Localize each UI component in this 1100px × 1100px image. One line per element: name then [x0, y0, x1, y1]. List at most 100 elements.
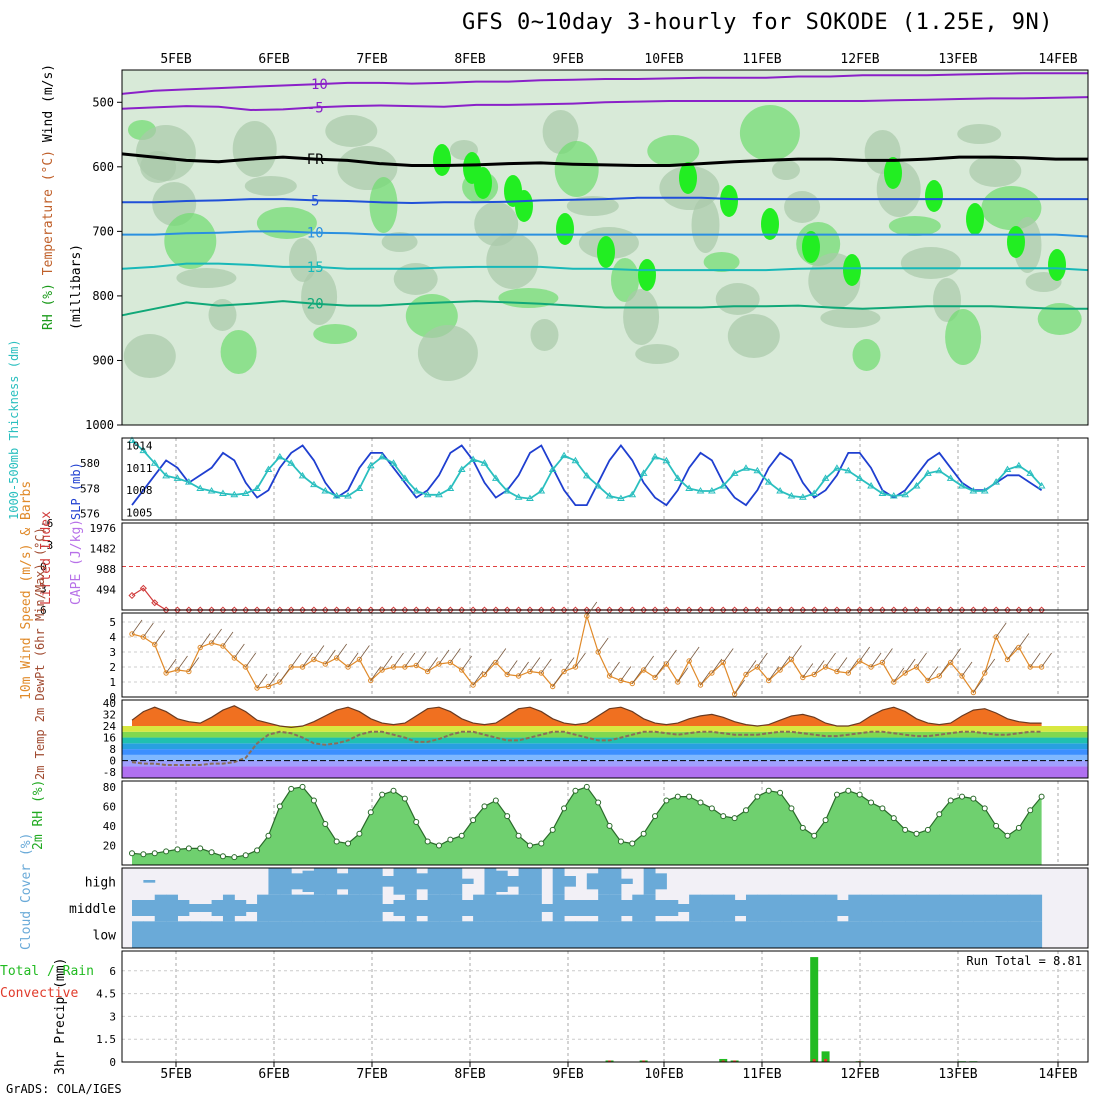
- contour-label: FR: [307, 152, 324, 168]
- cloud-cell: [188, 904, 201, 912]
- y-tick-label: 1: [109, 676, 116, 689]
- rh-cell-high: [1007, 226, 1025, 258]
- cloud-cell: [700, 894, 713, 922]
- rh-cell: [135, 125, 196, 181]
- wind-barb: [438, 649, 450, 665]
- y-tick-label: -8: [103, 766, 116, 779]
- rh-cell-high: [504, 175, 522, 207]
- data-point: [913, 830, 920, 837]
- data-point: [243, 664, 249, 670]
- cloud-cell: [438, 868, 451, 895]
- y-tick-label: 1005: [126, 507, 153, 520]
- data-point: [355, 484, 364, 491]
- data-point: [651, 606, 659, 614]
- data-point: [139, 446, 148, 454]
- cloud-cell: [632, 894, 645, 922]
- data-point: [582, 471, 591, 479]
- data-point: [311, 656, 317, 663]
- data-point: [753, 606, 761, 614]
- data-point: [287, 606, 295, 614]
- wind-barb: [745, 660, 757, 675]
- rh-cell: [220, 330, 257, 374]
- cloud-cell: [359, 868, 372, 895]
- data-point: [947, 606, 955, 614]
- cloud-cell: [882, 921, 895, 948]
- temp-band: [122, 726, 1088, 732]
- wind-barb: [279, 667, 291, 683]
- legend-total: Total / Rain: [0, 964, 94, 979]
- cloud-cell: [132, 921, 144, 948]
- data-point: [129, 631, 135, 637]
- cloud-cell: [393, 900, 406, 916]
- data-point: [901, 490, 910, 498]
- data-point: [401, 606, 409, 614]
- data-point: [492, 606, 500, 614]
- data-point: [901, 606, 909, 614]
- data-point: [435, 606, 443, 614]
- cloud-cell: [234, 900, 247, 916]
- cloud-cell: [188, 921, 201, 948]
- cloud-cell: [677, 921, 690, 948]
- temp-line: [131, 705, 1042, 729]
- cloud-cell: [143, 880, 156, 883]
- data-point: [606, 822, 613, 829]
- cloud-cell: [132, 900, 144, 916]
- wind-barb: [256, 673, 268, 689]
- cloud-cell: [507, 876, 520, 887]
- cloud-cell: [984, 894, 997, 922]
- wind-barb: [961, 661, 973, 677]
- date-label-top: 9FEB: [552, 52, 583, 67]
- data-point: [675, 679, 681, 685]
- data-point: [1015, 824, 1022, 831]
- cloud-cell: [973, 894, 986, 922]
- data-point: [151, 850, 158, 857]
- cloud-cell: [598, 894, 611, 922]
- data-point: [560, 451, 568, 459]
- cloud-cell: [757, 894, 770, 922]
- data-point: [163, 848, 170, 855]
- cloud-cell: [211, 900, 224, 916]
- cloud-cell: [416, 921, 429, 948]
- cloud-cell: [302, 870, 315, 892]
- cloud-cell: [564, 921, 576, 948]
- data-point: [344, 606, 352, 614]
- data-point: [1038, 606, 1046, 614]
- data-point: [742, 464, 750, 471]
- y-tick-label: 0: [109, 1056, 116, 1069]
- y-tick-label: 0: [109, 691, 116, 704]
- rh-cell: [289, 238, 317, 282]
- cloud-cell: [859, 894, 872, 922]
- data-point: [515, 606, 523, 614]
- wind-barb: [222, 631, 234, 647]
- temp-area: [132, 705, 1042, 726]
- cloud-cell: [564, 900, 576, 916]
- wind-barb: [711, 658, 723, 674]
- y-tick-label: 80: [103, 781, 116, 794]
- panel-bg: [122, 951, 1088, 1062]
- y-axis-label: 2m RH (%): [31, 780, 46, 850]
- data-point: [424, 606, 432, 614]
- data-point: [538, 840, 545, 847]
- data-point: [299, 783, 306, 790]
- data-point: [230, 490, 239, 498]
- wind-barb: [734, 679, 745, 695]
- y-tick-label: 1.5: [96, 1033, 116, 1046]
- rh-cell: [313, 324, 358, 344]
- data-point: [685, 606, 693, 614]
- cloud-cell: [825, 894, 838, 922]
- data-point: [402, 664, 408, 670]
- date-label-bottom: 10FEB: [644, 1067, 683, 1082]
- wind-barb: [1007, 645, 1018, 660]
- cloud-cell: [245, 921, 258, 948]
- rh-cell: [784, 191, 821, 223]
- temperature-contour: [122, 230, 1089, 238]
- cloud-cell: [382, 904, 395, 912]
- data-point: [185, 606, 193, 614]
- data-point: [287, 459, 296, 466]
- wind-barb: [211, 628, 222, 644]
- cloud-cell: [268, 921, 281, 948]
- wind-barb: [131, 619, 143, 635]
- data-point: [322, 661, 328, 667]
- cloud-cell: [791, 894, 804, 922]
- panel-frame: [121, 69, 1089, 426]
